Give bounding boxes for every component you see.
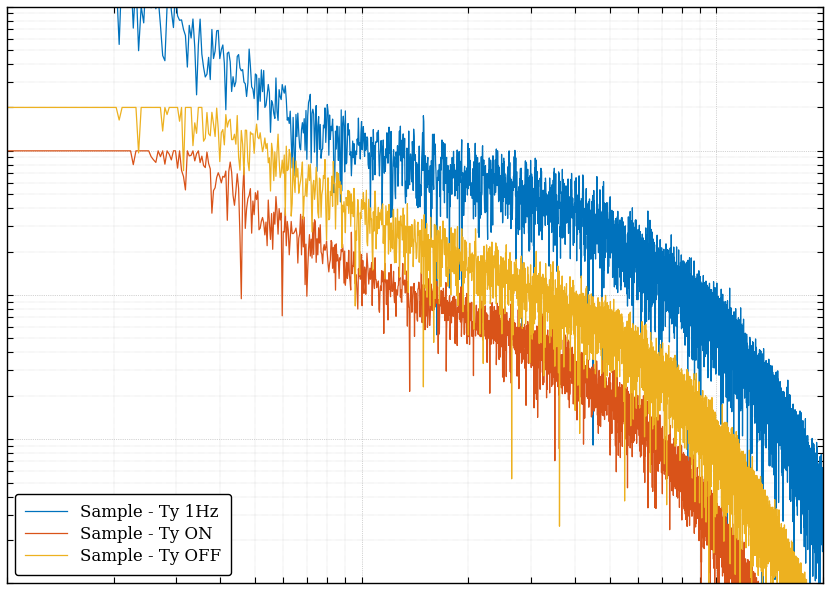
Legend: Sample - Ty 1Hz, Sample - Ty ON, Sample - Ty OFF: Sample - Ty 1Hz, Sample - Ty ON, Sample … [15, 494, 232, 575]
Sample - Ty OFF [671, 429, 681, 436]
Sample - Ty OFF [2, 104, 12, 111]
Line: Sample - Ty OFF: Sample - Ty OFF [7, 107, 823, 590]
Sample - Ty 1Hz [788, 407, 798, 414]
Sample - Ty 1Hz [774, 416, 784, 423]
Sample - Ty ON [2, 148, 12, 155]
Sample - Ty ON [559, 362, 569, 369]
Sample - Ty 1Hz [818, 511, 828, 518]
Line: Sample - Ty 1Hz: Sample - Ty 1Hz [7, 0, 823, 590]
Sample - Ty ON [740, 584, 750, 590]
Sample - Ty OFF [559, 363, 569, 371]
Sample - Ty 1Hz [671, 323, 681, 330]
Line: Sample - Ty ON: Sample - Ty ON [7, 151, 823, 590]
Sample - Ty 1Hz [753, 382, 763, 389]
Sample - Ty 1Hz [559, 234, 569, 241]
Sample - Ty ON [671, 454, 681, 461]
Sample - Ty OFF [788, 564, 798, 571]
Sample - Ty OFF [774, 532, 784, 539]
Sample - Ty OFF [740, 499, 750, 506]
Sample - Ty 1Hz [740, 375, 750, 382]
Sample - Ty OFF [753, 558, 763, 565]
